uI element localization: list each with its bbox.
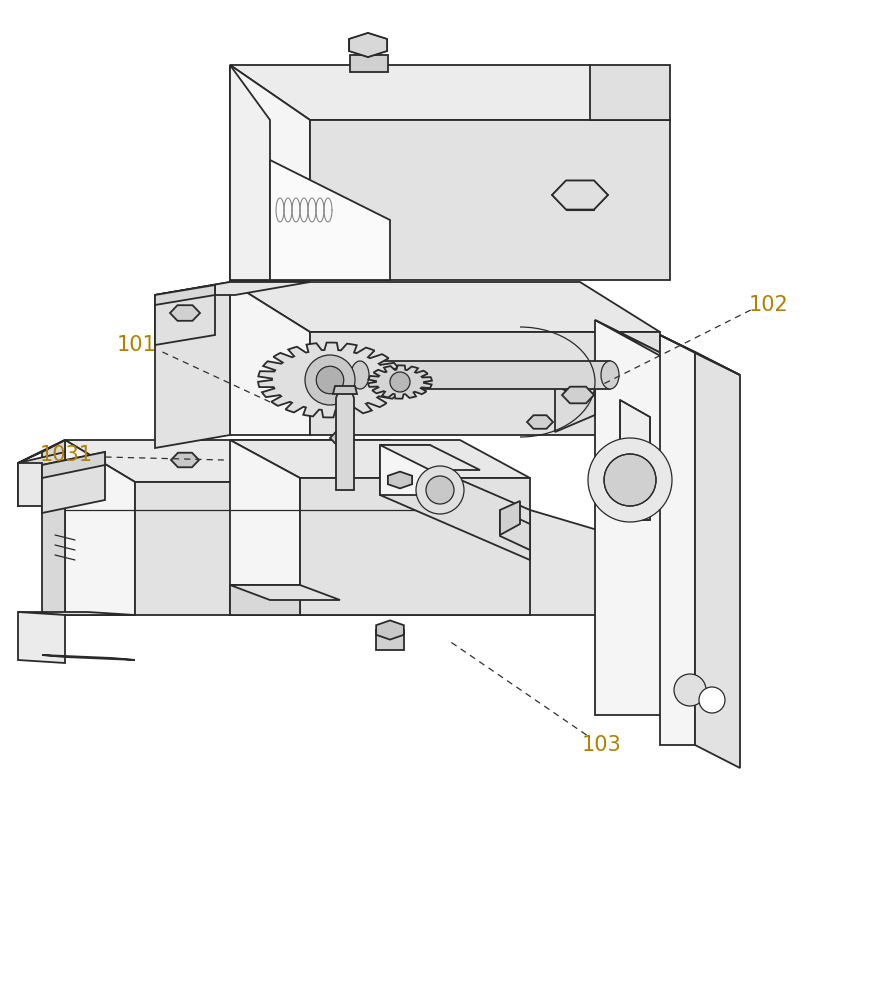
- Polygon shape: [230, 65, 270, 280]
- Circle shape: [674, 674, 705, 706]
- Polygon shape: [499, 501, 519, 535]
- Polygon shape: [375, 630, 403, 650]
- Polygon shape: [310, 332, 660, 435]
- Polygon shape: [336, 390, 353, 490]
- Polygon shape: [170, 305, 200, 321]
- Polygon shape: [230, 440, 530, 478]
- Polygon shape: [155, 282, 310, 295]
- Polygon shape: [526, 415, 553, 429]
- Polygon shape: [230, 585, 300, 615]
- Polygon shape: [310, 120, 669, 280]
- Polygon shape: [595, 320, 664, 715]
- Circle shape: [389, 372, 410, 392]
- Polygon shape: [360, 361, 610, 389]
- Polygon shape: [375, 620, 403, 640]
- Polygon shape: [554, 368, 610, 393]
- Polygon shape: [42, 655, 135, 660]
- Ellipse shape: [601, 361, 618, 389]
- Polygon shape: [350, 55, 388, 72]
- Polygon shape: [230, 65, 669, 120]
- Polygon shape: [660, 335, 739, 375]
- Polygon shape: [380, 445, 530, 560]
- Circle shape: [425, 476, 453, 504]
- Polygon shape: [230, 440, 300, 615]
- Polygon shape: [42, 440, 65, 627]
- Polygon shape: [695, 352, 739, 768]
- Polygon shape: [65, 440, 460, 482]
- Polygon shape: [332, 386, 357, 394]
- Polygon shape: [300, 478, 530, 615]
- Polygon shape: [380, 445, 430, 495]
- Polygon shape: [664, 355, 719, 748]
- Text: 103: 103: [581, 735, 621, 755]
- Circle shape: [588, 438, 671, 522]
- Polygon shape: [660, 335, 695, 745]
- Polygon shape: [18, 612, 65, 663]
- Polygon shape: [171, 453, 199, 467]
- Polygon shape: [389, 445, 664, 615]
- Polygon shape: [554, 368, 595, 432]
- Polygon shape: [595, 320, 719, 388]
- Polygon shape: [230, 65, 310, 280]
- Circle shape: [316, 366, 344, 394]
- Circle shape: [603, 454, 655, 506]
- Polygon shape: [330, 432, 353, 444]
- Text: 101: 101: [116, 335, 156, 355]
- Polygon shape: [18, 612, 135, 615]
- Polygon shape: [499, 510, 530, 550]
- Polygon shape: [135, 482, 460, 615]
- Polygon shape: [270, 160, 389, 280]
- Polygon shape: [388, 472, 411, 488]
- Polygon shape: [552, 180, 607, 210]
- Polygon shape: [18, 452, 65, 506]
- Polygon shape: [18, 463, 42, 506]
- Polygon shape: [230, 282, 660, 332]
- Polygon shape: [155, 285, 215, 345]
- Polygon shape: [380, 445, 480, 470]
- Polygon shape: [258, 343, 402, 417]
- Polygon shape: [18, 440, 65, 463]
- Polygon shape: [155, 282, 230, 448]
- Ellipse shape: [351, 361, 368, 389]
- Polygon shape: [589, 65, 669, 120]
- Circle shape: [304, 355, 354, 405]
- Polygon shape: [230, 585, 339, 600]
- Polygon shape: [155, 285, 215, 305]
- Polygon shape: [367, 365, 431, 399]
- Text: 1031: 1031: [39, 445, 92, 465]
- Text: 102: 102: [747, 295, 788, 315]
- Polygon shape: [230, 282, 310, 435]
- Circle shape: [416, 466, 463, 514]
- Polygon shape: [561, 387, 594, 403]
- Polygon shape: [348, 33, 387, 57]
- Polygon shape: [65, 440, 135, 615]
- Circle shape: [698, 687, 724, 713]
- Polygon shape: [42, 452, 105, 513]
- Polygon shape: [619, 400, 649, 520]
- Polygon shape: [42, 452, 105, 478]
